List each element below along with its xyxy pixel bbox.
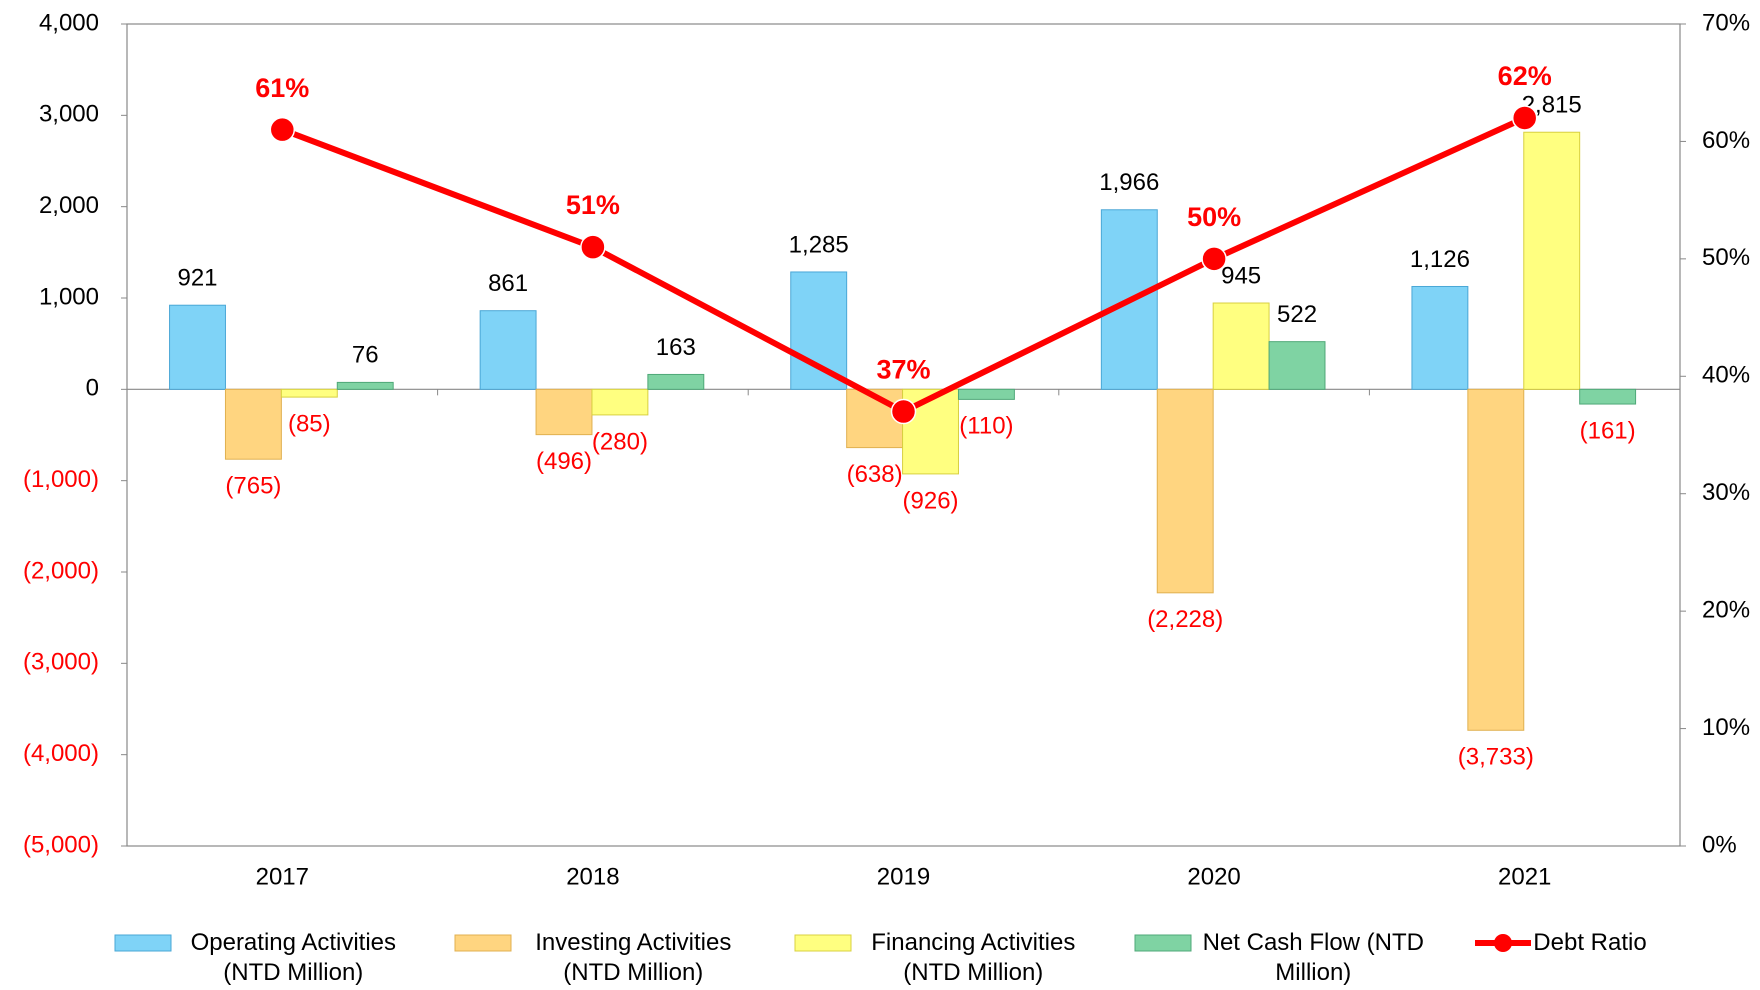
marker [580,234,606,260]
legend-item: Net Cash Flow (NTD Million) [1133,928,1433,988]
legend-label: Operating Activities (NTD Million) [190,929,397,986]
legend-swatch [1134,934,1192,952]
bar [336,381,394,390]
data-label: (2,228) [1147,606,1223,633]
y-tick-label: 3,000 [39,101,99,128]
bar [647,373,705,390]
data-label: (926) [903,487,959,514]
legend: Operating Activities (NTD Million) Invest… [0,928,1760,988]
y2-tick-label: 0% [1702,831,1737,858]
x-tick-label: 2017 [256,863,309,890]
data-label: 163 [656,334,696,361]
bar [280,388,338,398]
data-label: 37% [876,355,930,385]
bar [591,388,649,416]
marker [269,116,296,143]
bar [1523,131,1581,390]
legend-item: Investing Activities (NTD Million) [453,928,753,988]
data-label: 50% [1187,202,1241,232]
legend-label: Financing Activities (NTD Million) [871,929,1076,986]
legend-rect [794,934,852,952]
data-label: (161) [1580,417,1636,444]
y-tick-label: (2,000) [23,557,99,584]
bar [169,304,226,390]
legend-item: Debt Ratio [1473,928,1647,988]
data-label: (496) [536,448,592,475]
data-label: 1,285 [789,231,849,258]
legend-swatch [1475,934,1532,952]
y2-tick-label: 50% [1702,244,1750,271]
legend-swatch [114,934,172,952]
y2-tick-label: 30% [1702,479,1750,506]
y-tick-label: (5,000) [23,831,99,858]
y-tick-label: (4,000) [23,740,99,767]
y-tick-label: 4,000 [39,9,99,36]
data-label: 921 [177,265,217,292]
data-label: 51% [566,190,620,220]
legend-rect [454,934,512,952]
bar [224,388,282,460]
y-tick-label: (3,000) [23,649,99,676]
y-tick-label: (1,000) [23,466,99,493]
legend-rect [1134,934,1192,952]
legend-swatch [794,934,852,952]
x-tick-label: 2020 [1187,863,1240,890]
data-label: 1,966 [1099,169,1159,196]
data-label: (765) [225,473,281,500]
data-label: (3,733) [1458,744,1534,771]
y-tick-label: 1,000 [39,283,99,310]
bar [1268,341,1326,390]
y2-tick-label: 60% [1702,127,1750,154]
data-label: (85) [288,410,331,437]
data-label: 522 [1277,301,1317,328]
data-label: 861 [488,270,528,297]
bar [957,388,1015,400]
legend-item: Operating Activities (NTD Million) [113,928,413,988]
y-tick-label: 0 [86,375,99,402]
data-label: 945 [1221,262,1261,289]
x-tick-label: 2021 [1498,863,1551,890]
y2-tick-label: 40% [1702,362,1750,389]
legend-marker [1494,934,1513,952]
data-label: (110) [959,413,1013,440]
data-label: 62% [1498,61,1552,91]
legend-swatch [454,934,512,952]
y2-tick-label: 10% [1702,714,1750,741]
plot-area [126,23,1681,847]
bar [1467,388,1525,731]
legend-item: Financing Activities (NTD Million) [793,928,1093,988]
y-tick-label: 2,000 [39,192,99,219]
y2-tick-label: 20% [1702,596,1750,623]
chart: 4,000 3,000 2,000 1,000 0 (1,000) (2,000) (3,00… [23,9,1750,890]
x-tick-label: 2019 [877,863,930,890]
data-label: (280) [592,428,648,455]
bar [1212,302,1270,390]
marker [1201,246,1227,272]
legend-rect [114,934,172,952]
legend-label: Investing Activities (NTD Million) [535,929,732,986]
data-label: 1,126 [1410,246,1470,273]
data-label: 76 [352,342,379,369]
bar [1156,388,1214,594]
y2-tick-label: 70% [1702,9,1750,36]
data-label: (638) [847,461,903,488]
x-tick-label: 2018 [566,863,619,890]
marker [890,398,917,425]
marker [1511,105,1538,131]
legend-label: Debt Ratio [1533,929,1647,956]
bar [1579,388,1637,405]
legend-label: Net Cash Flow (NTD Million) [1202,929,1424,986]
bar [790,271,848,390]
bar [535,388,593,436]
bar [1411,285,1469,390]
bar [479,310,537,390]
data-label: 61% [255,73,309,103]
